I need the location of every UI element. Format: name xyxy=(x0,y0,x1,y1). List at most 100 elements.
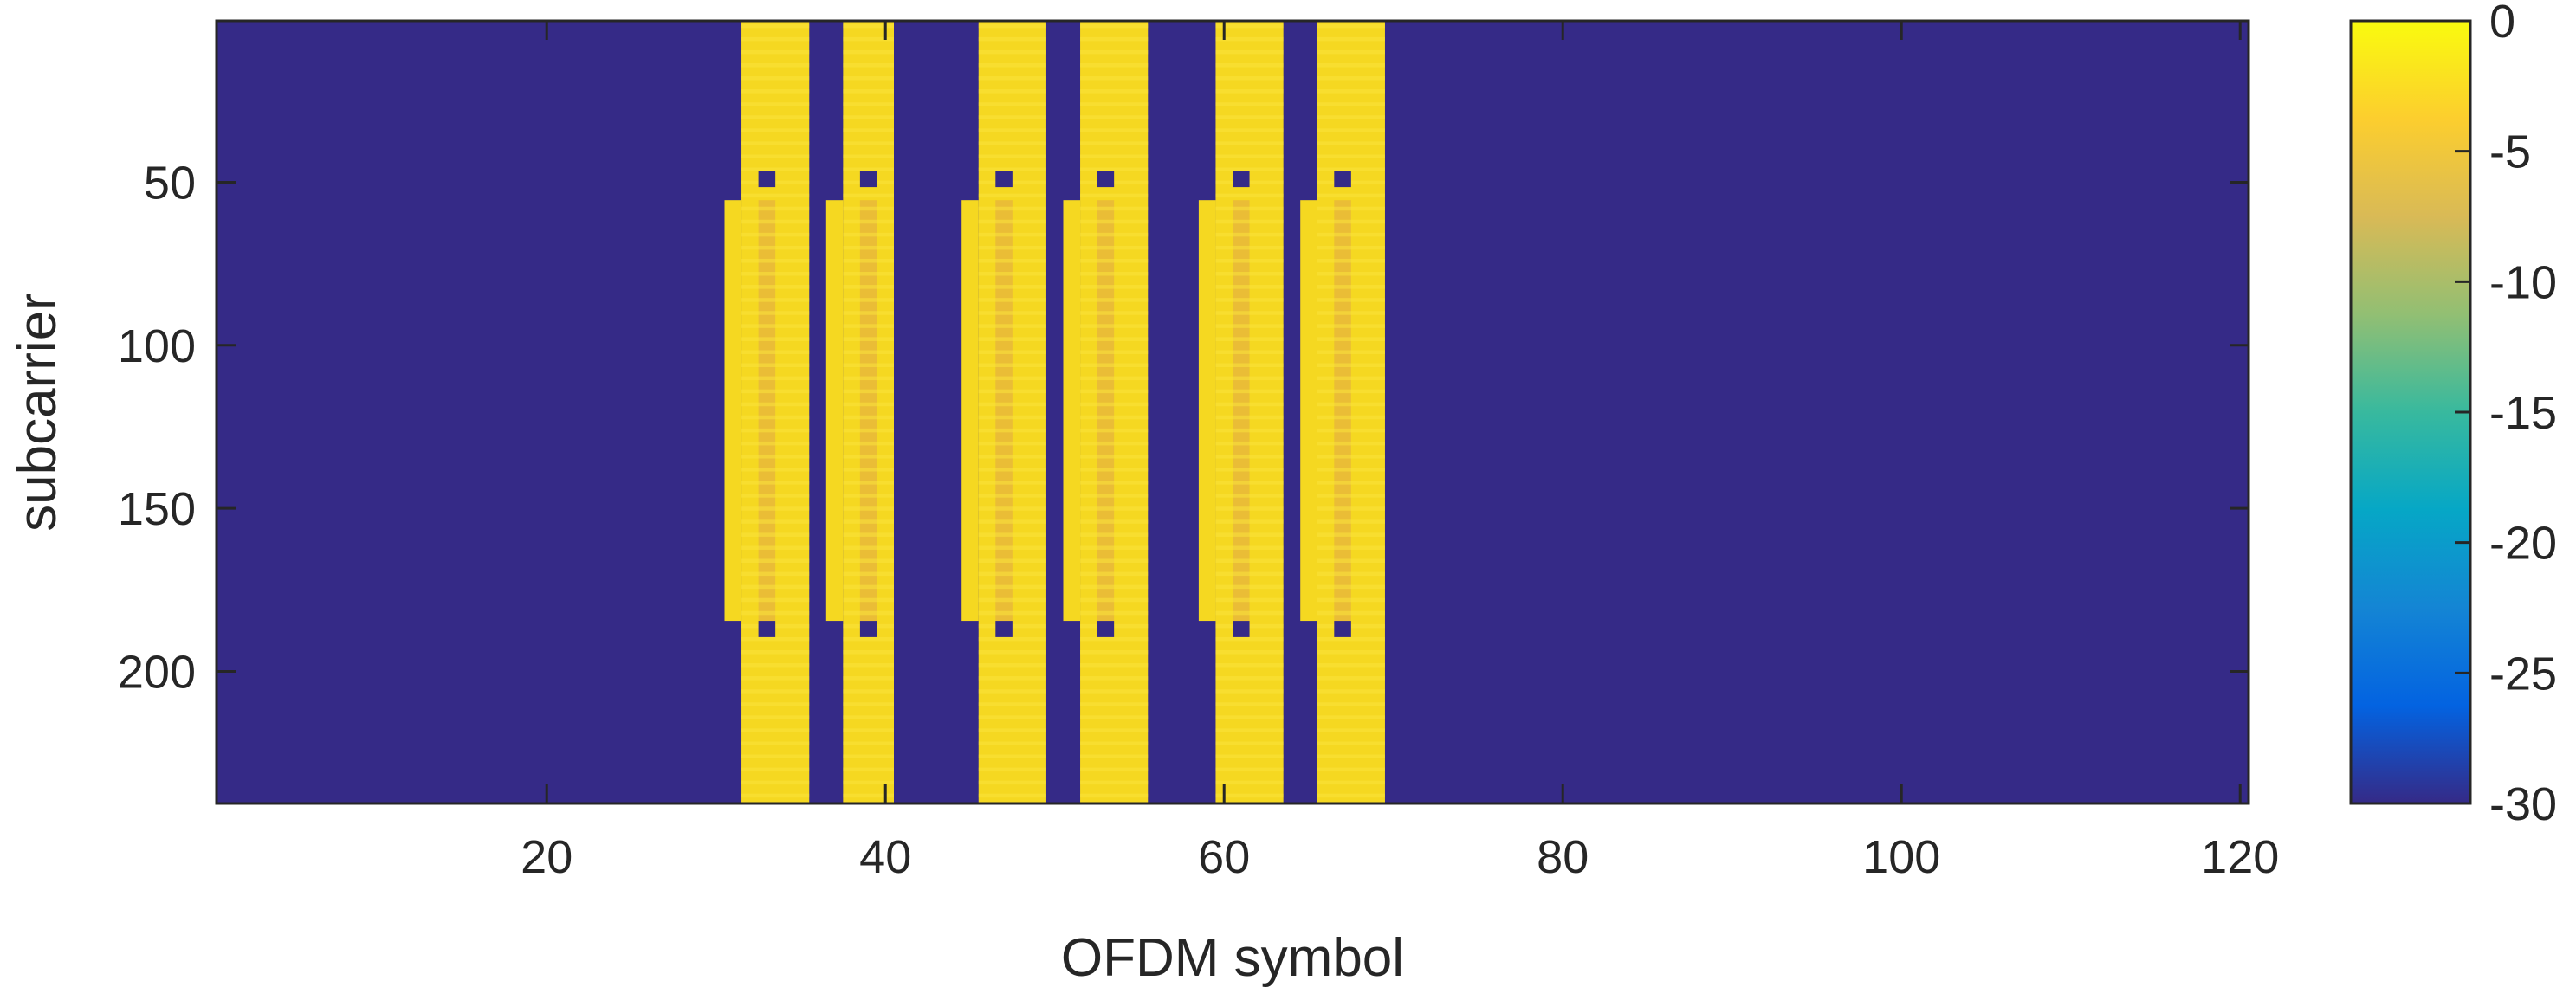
notch-upper xyxy=(1233,171,1250,188)
center-column xyxy=(758,200,776,622)
stripe xyxy=(843,545,894,550)
stripe xyxy=(978,481,1046,485)
stripe xyxy=(1080,89,1149,94)
stripe xyxy=(978,468,1046,472)
symbol-group-3 xyxy=(961,21,1046,803)
stripe xyxy=(1080,298,1149,302)
stripe xyxy=(843,741,894,745)
stripe xyxy=(1080,715,1149,719)
stripe xyxy=(741,623,810,629)
colorbar-tick-label: -30 xyxy=(2489,778,2557,830)
colorbar-tick-label: -5 xyxy=(2489,126,2531,178)
stripe xyxy=(741,741,810,745)
stripe xyxy=(978,793,1046,798)
stripe xyxy=(1317,89,1385,94)
stripe xyxy=(1215,128,1284,132)
symbol-group-4 xyxy=(1063,21,1149,803)
extended-band xyxy=(961,200,979,622)
stripe xyxy=(978,389,1046,394)
stripe xyxy=(1080,206,1149,211)
stripe xyxy=(1080,285,1149,289)
stripe xyxy=(1317,102,1385,106)
stripe xyxy=(1080,115,1149,119)
stripe xyxy=(978,298,1046,302)
stripe xyxy=(741,102,810,106)
colorbar-tick-label: -10 xyxy=(2489,256,2557,308)
stripe xyxy=(1080,636,1149,642)
stripe xyxy=(741,728,810,732)
stripe xyxy=(741,167,810,172)
stripe xyxy=(978,636,1046,642)
stripe xyxy=(978,741,1046,745)
colorbar-tick-label: -25 xyxy=(2489,648,2557,700)
stripe xyxy=(1317,298,1385,302)
stripe xyxy=(1215,245,1284,250)
stripe xyxy=(1215,363,1284,368)
stripe xyxy=(1080,337,1149,341)
stripe xyxy=(1215,232,1284,237)
stripe xyxy=(741,154,810,158)
stripe xyxy=(1317,676,1385,681)
stripe xyxy=(978,285,1046,289)
extended-band xyxy=(724,200,742,622)
stripe xyxy=(843,272,894,276)
stripe xyxy=(1080,468,1149,472)
stripe xyxy=(741,402,810,407)
stripe xyxy=(1215,337,1284,341)
stripe xyxy=(1215,350,1284,354)
stripe xyxy=(978,206,1046,211)
stripe xyxy=(978,272,1046,276)
center-column xyxy=(1334,200,1351,622)
stripe xyxy=(1080,767,1149,772)
stripe xyxy=(1080,676,1149,681)
stripe xyxy=(1215,154,1284,158)
stripe xyxy=(1215,689,1284,694)
stripe xyxy=(1080,441,1149,446)
stripe xyxy=(1317,506,1385,511)
stripe xyxy=(978,376,1046,381)
center-column xyxy=(1097,200,1115,622)
stripe xyxy=(1215,89,1284,94)
stripe xyxy=(1317,193,1385,198)
notch-lower xyxy=(995,621,1013,637)
stripe xyxy=(978,62,1046,68)
stripe xyxy=(978,245,1046,250)
notch-upper xyxy=(995,171,1013,188)
x-tick-label: 100 xyxy=(1862,831,1940,883)
stripe xyxy=(1080,76,1149,81)
stripe xyxy=(1215,415,1284,420)
stripe xyxy=(1080,128,1149,132)
stripe xyxy=(1080,272,1149,276)
stripe xyxy=(1317,128,1385,132)
stripe xyxy=(741,767,810,772)
stripe xyxy=(1080,311,1149,315)
stripe xyxy=(978,232,1046,237)
stripe xyxy=(978,193,1046,198)
notch-lower xyxy=(1097,621,1115,637)
notch-lower xyxy=(859,621,877,637)
stripe xyxy=(1215,219,1284,224)
stripe xyxy=(1215,36,1284,42)
colorbar xyxy=(2349,19,2472,805)
stripe xyxy=(843,610,894,616)
x-axis-label: OFDM symbol xyxy=(1061,928,1404,988)
stripe xyxy=(1317,219,1385,224)
stripe xyxy=(843,232,894,237)
stripe xyxy=(843,258,894,263)
stripe xyxy=(978,363,1046,368)
stripe xyxy=(741,272,810,276)
stripe xyxy=(843,663,894,668)
stripe xyxy=(1317,36,1385,42)
stripe xyxy=(741,115,810,119)
stripe xyxy=(1080,741,1149,745)
stripe xyxy=(1080,558,1149,564)
stripe xyxy=(1317,62,1385,68)
stripe xyxy=(1215,636,1284,642)
stripe xyxy=(978,494,1046,498)
stripe xyxy=(978,728,1046,732)
stripe xyxy=(978,532,1046,537)
stripe xyxy=(741,481,810,485)
stripe xyxy=(1080,141,1149,145)
stripe xyxy=(741,128,810,132)
stripe xyxy=(978,23,1046,29)
